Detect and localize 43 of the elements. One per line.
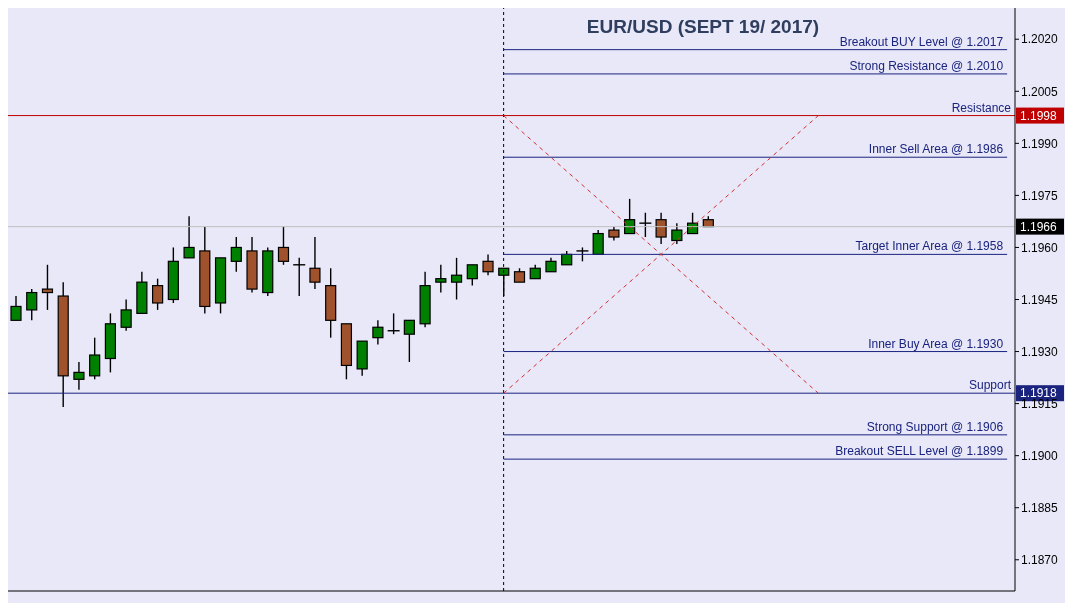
candlestick [277,225,290,266]
candlestick [309,236,321,290]
ref-line-label: Resistance [951,100,1012,115]
y-tick-label: 1.1960 [1021,240,1059,255]
candlestick [89,336,101,381]
ref-line-label: Strong Resistance @ 1.2010 [849,58,1004,73]
candlestick [435,264,447,294]
y-tick-label: 1.1870 [1021,553,1059,568]
y-tick-label: 1.1885 [1021,500,1059,515]
candlestick [466,264,478,287]
ref-line-label: Breakout BUY Level @ 1.2017 [839,34,1004,49]
candlestick [73,361,85,391]
candlestick [26,288,38,322]
candlestick [372,319,384,346]
text: 1.1966 [1020,219,1058,234]
y-tick-label: 1.1990 [1021,136,1059,151]
ref-line-label: Support [968,378,1012,393]
ref-line-label: Breakout SELL Level @ 1.1899 [835,444,1004,459]
y-tick-label: 1.1975 [1021,188,1059,203]
ref-line-label: Inner Sell Area @ 1.1986 [868,142,1004,157]
ref-line-label: Strong Support @ 1.1906 [866,419,1004,434]
candlestick [152,277,164,311]
y-tick-label: 1.1945 [1021,292,1059,307]
candlestick [450,257,463,301]
y-tick-label: 1.2005 [1021,84,1059,99]
candlestick [403,319,415,363]
candlestick [183,215,195,259]
candlestick [120,298,132,332]
candlestick [592,229,604,256]
y-tick-label: 1.1930 [1021,344,1059,359]
candlestick [41,264,54,311]
y-tick-label: 1.2020 [1021,32,1059,47]
candlestick [671,222,683,245]
candlestick [482,253,494,276]
candlestick [230,236,242,273]
ref-line-label: Inner Buy Area @ 1.1930 [868,336,1004,351]
text: 1.1998 [1020,108,1058,123]
ref-line-label: Target Inner Area @ 1.1958 [855,239,1004,254]
candlestick [10,295,22,322]
y-tick-label: 1.1915 [1021,396,1059,411]
y-tick-label: 1.1900 [1021,448,1059,463]
candlestick [655,212,667,245]
chart-title: EUR/USD (SEPT 19/ 2017) [586,16,820,37]
